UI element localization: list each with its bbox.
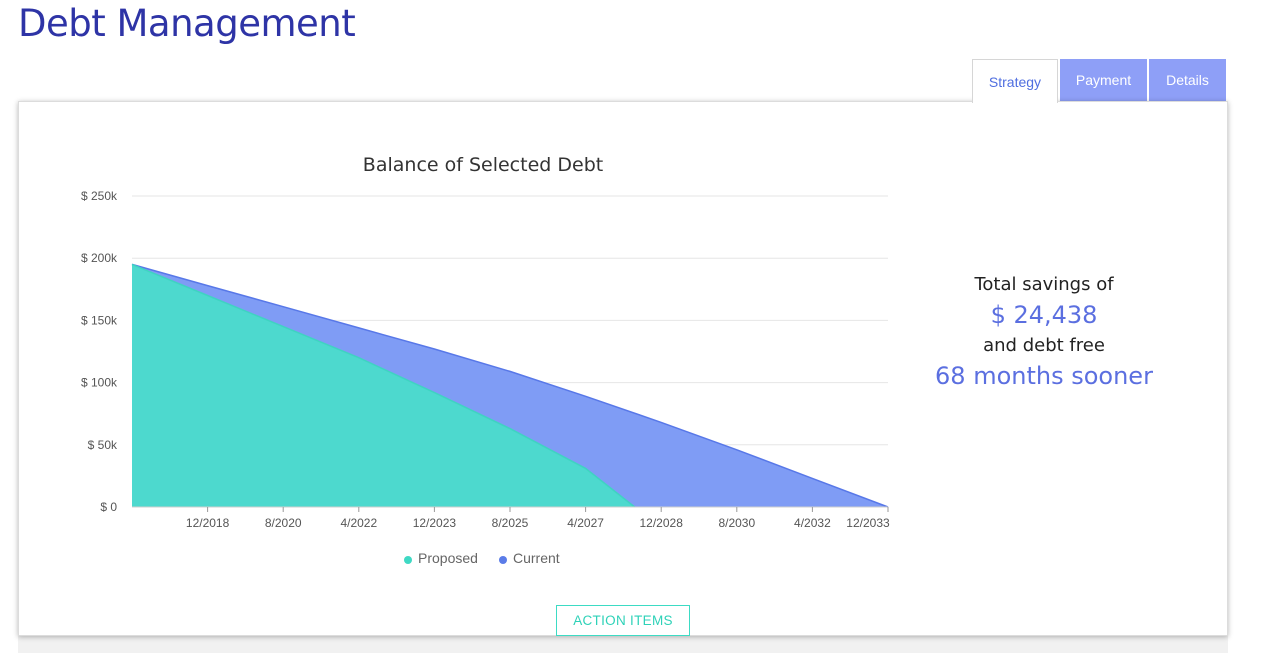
x-tick-label: 8/2030 xyxy=(718,516,755,530)
x-tick-label: 4/2022 xyxy=(340,516,377,530)
legend-marker-proposed xyxy=(404,556,412,564)
savings-label: Total savings of xyxy=(974,274,1114,295)
tab-strategy[interactable]: Strategy xyxy=(972,59,1058,103)
y-tick-label: $ 200k xyxy=(81,251,118,265)
tab-details[interactable]: Details xyxy=(1149,59,1226,101)
line-proposed xyxy=(131,263,636,508)
y-axis: $ 0 $ 50k $ 100k $ 150k $ 200k $ 250k xyxy=(81,189,118,514)
tab-bar: Strategy Payment Details xyxy=(972,59,1228,103)
x-tick-label: 8/2025 xyxy=(492,516,529,530)
strategy-panel: Balance of Selected Debt $ 0 $ 50k $ 100k $… xyxy=(18,101,1228,636)
legend-label-current[interactable]: Current xyxy=(513,550,560,566)
debt-free-label: and debt free xyxy=(983,335,1105,356)
chart-title: Balance of Selected Debt xyxy=(363,154,603,176)
savings-amount: $ 24,438 xyxy=(990,301,1098,329)
action-items-button[interactable]: ACTION ITEMS xyxy=(556,605,690,636)
tab-payment[interactable]: Payment xyxy=(1060,59,1147,101)
y-tick-label: $ 250k xyxy=(81,189,118,203)
balance-chart: Balance of Selected Debt $ 0$ 50k$ 100k$… xyxy=(81,154,890,566)
x-axis: 12/2018 8/2020 4/2022 12/2023 8/2025 4/2027 12… xyxy=(132,506,890,530)
chart-legend: Proposed Current xyxy=(404,550,560,566)
page-title: Debt Management xyxy=(18,2,356,45)
footer-strip xyxy=(18,636,1228,653)
y-tick-label: $ 0 xyxy=(100,500,117,514)
months-sooner: 68 months sooner xyxy=(935,362,1153,390)
x-tick-label: 12/2028 xyxy=(640,516,684,530)
y-tick-label: $ 100k xyxy=(81,376,118,390)
y-tick-label: $ 150k xyxy=(81,313,118,327)
x-tick-label: 12/2018 xyxy=(186,516,230,530)
x-tick-label: 4/2032 xyxy=(794,516,831,530)
chart-areas xyxy=(131,263,889,508)
x-tick-label: 12/2033 xyxy=(846,516,890,530)
x-tick-label: 8/2020 xyxy=(265,516,302,530)
savings-summary: Total savings of $ 24,438 and debt free … xyxy=(899,274,1189,390)
x-tick-label: 12/2023 xyxy=(413,516,457,530)
area-proposed xyxy=(132,264,635,507)
y-tick-label: $ 50k xyxy=(88,438,118,452)
line-current xyxy=(131,263,889,508)
x-tick-label: 4/2027 xyxy=(567,516,604,530)
legend-label-proposed[interactable]: Proposed xyxy=(418,550,478,566)
legend-marker-current xyxy=(499,556,507,564)
